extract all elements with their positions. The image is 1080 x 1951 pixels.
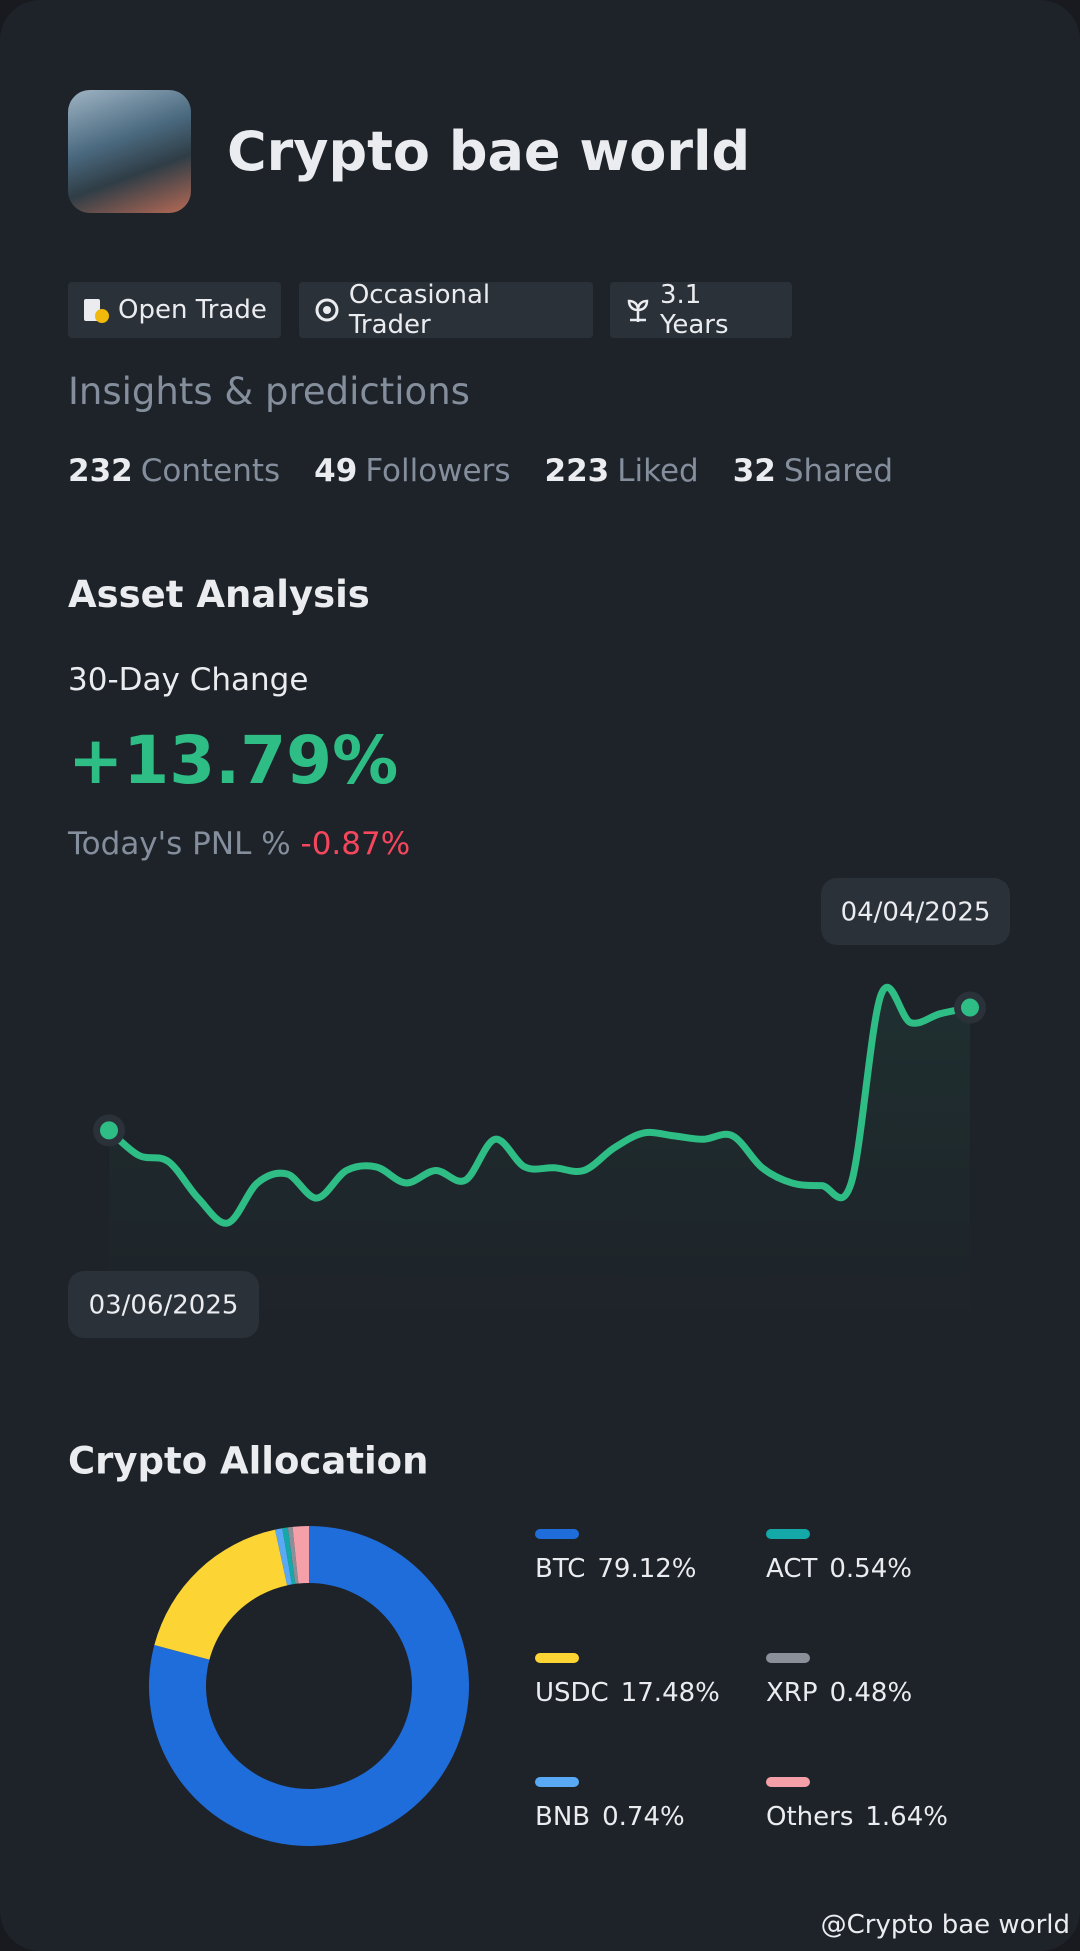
stat: 223 Liked [545,453,699,489]
legend-value: 0.74% [602,1802,685,1832]
donut-slice [282,1527,296,1585]
stat-label: Contents [140,453,281,489]
date-box [821,878,1010,945]
stats: 232 Contents 49 Followers 223 Liked 32 Shared [68,453,893,489]
legend-entry: Others 1.64% [766,1802,948,1832]
date-box [68,1271,259,1338]
legend-swatch [766,1777,810,1787]
legend-label: XRP [766,1678,818,1708]
tag-label: 3.1 Years [659,280,729,340]
bio: Insights & predictions [68,370,470,413]
donut-slice [154,1529,288,1660]
change-label: 30-Day Change [68,662,309,698]
legend-entry: XRP 0.48% [766,1678,912,1708]
legend-value: 17.48% [621,1678,720,1708]
legend-entry: BTC 79.12% [535,1554,697,1584]
legend-entry: BNB 0.74% [535,1802,685,1832]
stat-value: 49 [314,453,358,489]
legend-swatch [535,1529,579,1539]
line [106,983,971,1227]
legend-entry: USDC 17.48% [535,1678,720,1708]
stat-label: Liked [617,453,699,489]
date-label: 04/04/2025 [841,898,991,928]
pnl-value: -0.87% [300,826,411,862]
user-name: Crypto bae world [227,120,751,183]
stat: 49 Followers [314,453,510,489]
stat: 32 Shared [733,453,893,489]
legend-value: 0.54% [829,1554,912,1584]
donut-slice [292,1526,309,1584]
tag: Open Trade [68,282,281,338]
legend-label: BTC [535,1554,585,1584]
legend-swatch [535,1653,579,1663]
legend-value: 0.48% [830,1678,913,1708]
pnl-label-text: Today's PNL % [68,826,291,862]
legend-value: 1.64% [865,1802,948,1832]
date-label: 03/06/2025 [89,1291,239,1321]
point [100,1121,118,1140]
section-title: Asset Analysis [68,573,370,616]
stat: 232 Contents [68,453,280,489]
pnl-label: Today's PNL % -0.87% [68,826,410,862]
tag-label: Occasional Trader [348,280,491,340]
stat-label: Followers [365,453,511,489]
legend-label: USDC [535,1678,609,1708]
legend-label: Others [766,1802,853,1832]
tag: 3.1 Years [610,280,792,340]
tag-icon [84,299,109,323]
point [961,998,979,1017]
stat-value: 232 [68,453,133,489]
donut-slice [148,1526,469,1846]
legend-swatch [766,1529,810,1539]
stat-value: 223 [544,453,610,489]
legend-label: BNB [535,1802,590,1832]
legend-value: 79.12% [597,1554,696,1584]
legend-label: ACT [766,1554,817,1584]
line-area [109,987,970,1320]
tag-icon [315,298,339,322]
avatar[interactable] [68,90,191,213]
change-value: +13.79% [68,722,399,799]
legend-swatch [535,1777,579,1787]
stat-value: 32 [732,453,776,489]
tag-icon [627,299,649,322]
donut-slice [287,1526,299,1584]
watermark-text: @Crypto bae world [820,1910,1070,1940]
section-title: Crypto Allocation [68,1440,428,1483]
legend-entry: ACT 0.54% [766,1554,912,1584]
legend-swatch [766,1653,810,1663]
watermark: @Crypto bae world [821,1910,1070,1940]
tag: Occasional Trader [299,280,593,340]
tag-label: Open Trade [118,295,267,325]
donut-slice [275,1528,292,1586]
stat-label: Shared [783,453,894,489]
